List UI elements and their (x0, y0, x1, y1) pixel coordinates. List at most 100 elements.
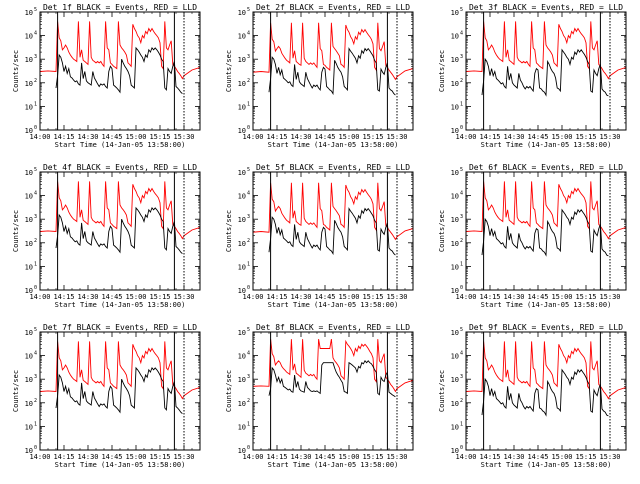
y-tick-label: 10 (25, 80, 33, 88)
y-tick-exponent: 0 (247, 445, 250, 451)
y-tick-exponent: 1 (34, 421, 37, 427)
y-tick-label: 10 (451, 56, 459, 64)
y-tick-exponent: 1 (34, 101, 37, 107)
y-tick-label: 10 (25, 240, 33, 248)
y-tick-label: 10 (451, 263, 459, 271)
y-tick-exponent: 4 (34, 351, 37, 357)
x-tick-label: 15:15 (149, 453, 170, 461)
y-tick-exponent: 5 (247, 7, 250, 13)
x-tick-label: 15:00 (551, 133, 572, 141)
y-tick-label: 10 (238, 240, 246, 248)
y-tick-label: 10 (25, 56, 33, 64)
y-tick-label: 10 (25, 423, 33, 431)
x-tick-label: 14:15 (266, 293, 287, 301)
x-tick-label: 15:00 (338, 133, 359, 141)
y-tick-exponent: 3 (34, 374, 37, 380)
x-tick-label: 14:00 (29, 133, 50, 141)
y-tick-label: 10 (238, 216, 246, 224)
y-tick-label: 10 (451, 169, 459, 177)
y-tick-exponent: 2 (34, 78, 37, 84)
x-tick-label: 15:30 (173, 133, 194, 141)
x-tick-label: 14:15 (266, 453, 287, 461)
lld-series-line (465, 21, 627, 80)
x-tick-label: 15:00 (125, 453, 146, 461)
y-tick-exponent: 2 (34, 238, 37, 244)
x-tick-label: 15:00 (338, 453, 359, 461)
x-tick-label: 15:30 (599, 133, 620, 141)
y-tick-exponent: 0 (34, 125, 37, 131)
plot-frame (465, 331, 627, 451)
y-tick-exponent: 3 (247, 54, 250, 60)
y-axis-label: Counts/sec (225, 210, 233, 252)
x-tick-label: 14:45 (527, 293, 548, 301)
x-tick-label: 14:45 (527, 453, 548, 461)
x-tick-label: 15:00 (125, 133, 146, 141)
y-tick-label: 10 (238, 447, 246, 455)
y-tick-exponent: 0 (247, 125, 250, 131)
y-tick-exponent: 2 (460, 398, 463, 404)
x-axis-label: Start Time (14-Jan-05 13:58:00) (268, 141, 399, 149)
x-tick-label: 15:00 (125, 293, 146, 301)
y-tick-label: 10 (451, 240, 459, 248)
panel-title: Det 4f BLACK = Events, RED = LLD (43, 163, 197, 172)
y-axis-label: Counts/sec (12, 50, 20, 92)
y-tick-label: 10 (238, 329, 246, 337)
y-tick-label: 10 (25, 376, 33, 384)
x-tick-label: 14:00 (242, 293, 263, 301)
x-tick-label: 15:30 (386, 453, 407, 461)
x-tick-label: 14:15 (53, 293, 74, 301)
y-tick-exponent: 0 (247, 285, 250, 291)
y-tick-label: 10 (451, 33, 459, 41)
y-tick-label: 10 (451, 353, 459, 361)
y-axis-label: Counts/sec (438, 210, 446, 252)
y-tick-label: 10 (238, 376, 246, 384)
y-tick-label: 10 (25, 447, 33, 455)
x-axis-label: Start Time (14-Jan-05 13:58:00) (481, 301, 612, 309)
x-tick-label: 14:45 (314, 133, 335, 141)
y-tick-exponent: 4 (460, 31, 463, 37)
y-tick-exponent: 4 (460, 191, 463, 197)
y-tick-exponent: 5 (460, 7, 463, 13)
x-tick-label: 14:15 (53, 133, 74, 141)
y-tick-label: 10 (451, 216, 459, 224)
plot-frame (252, 11, 414, 131)
events-series-line (55, 206, 183, 254)
panel-title: Det 5f BLACK = Events, RED = LLD (256, 163, 410, 172)
x-axis-label: Start Time (14-Jan-05 13:58:00) (268, 461, 399, 469)
y-tick-label: 10 (25, 33, 33, 41)
x-tick-label: 14:45 (101, 133, 122, 141)
y-tick-exponent: 2 (247, 238, 250, 244)
y-tick-exponent: 5 (34, 7, 37, 13)
y-tick-exponent: 4 (34, 31, 37, 37)
y-tick-label: 10 (451, 329, 459, 337)
y-tick-label: 10 (238, 56, 246, 64)
y-tick-label: 10 (25, 329, 33, 337)
x-tick-label: 15:00 (551, 453, 572, 461)
x-tick-label: 14:00 (242, 133, 263, 141)
y-tick-exponent: 3 (460, 54, 463, 60)
lld-series-line (39, 21, 201, 80)
x-tick-label: 14:15 (479, 453, 500, 461)
plot-frame (465, 11, 627, 131)
x-tick-label: 14:30 (77, 133, 98, 141)
x-axis-label: Start Time (14-Jan-05 13:58:00) (481, 461, 612, 469)
x-tick-label: 14:30 (77, 453, 98, 461)
x-axis-label: Start Time (14-Jan-05 13:58:00) (268, 301, 399, 309)
lld-series-line (465, 341, 627, 400)
x-tick-label: 14:30 (290, 453, 311, 461)
y-tick-exponent: 1 (247, 101, 250, 107)
x-tick-label: 14:45 (527, 133, 548, 141)
panel-title: Det 7f BLACK = Events, RED = LLD (43, 323, 197, 332)
x-tick-label: 14:30 (290, 133, 311, 141)
y-tick-exponent: 2 (460, 238, 463, 244)
y-tick-exponent: 4 (247, 351, 250, 357)
y-tick-exponent: 4 (460, 351, 463, 357)
x-tick-label: 14:15 (266, 133, 287, 141)
y-tick-label: 10 (238, 400, 246, 408)
plot-frame (39, 331, 201, 451)
y-tick-exponent: 4 (247, 191, 250, 197)
panel-title: Det 9f BLACK = Events, RED = LLD (469, 323, 623, 332)
